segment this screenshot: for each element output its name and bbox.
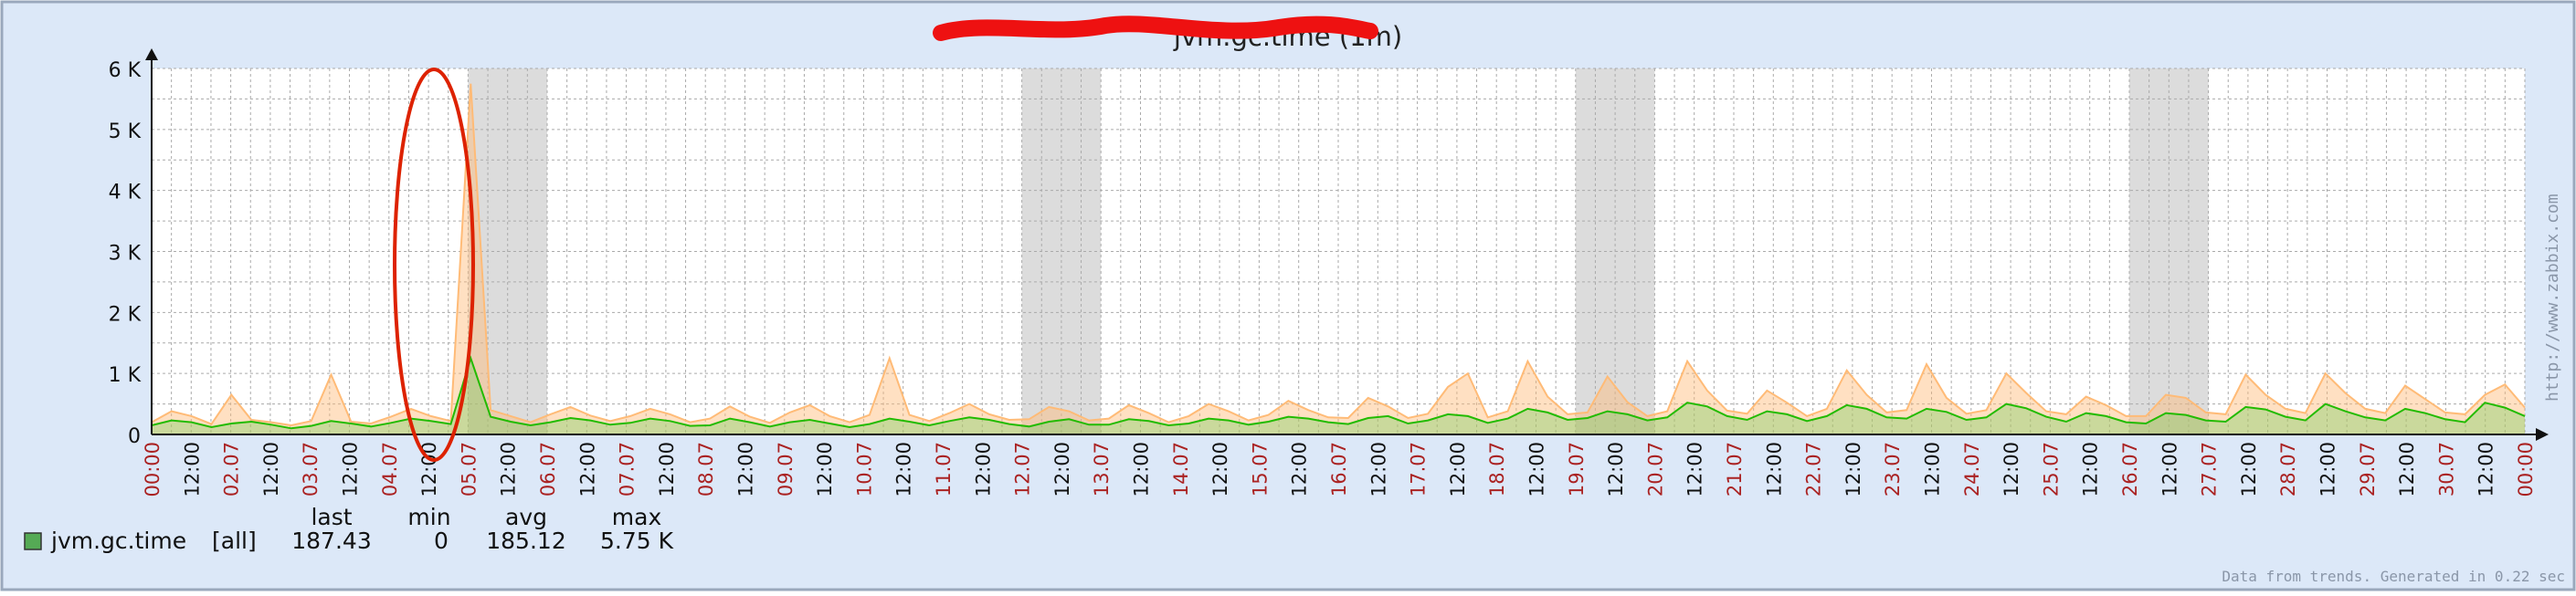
grid [151,68,2526,435]
spike-annotation-ellipse [393,68,475,462]
x-tick-label: 12:00 [1605,442,1627,497]
y-tick-label: 1 K [109,364,142,387]
x-tick-label: 18.07 [1486,442,1508,497]
x-tick-label: 21.07 [1724,442,1746,497]
x-tick-label: 04.07 [379,442,401,497]
x-tick-label: 00:00 [142,442,164,497]
x-tick-label: 12:00 [2238,442,2260,497]
legend-value-max: 5.75 K [600,528,674,554]
x-tick-label: 28.07 [2277,442,2299,497]
x-tick-label: 12:00 [1289,442,1311,497]
legend-header-min: min [407,504,450,530]
x-tick-label: 02.07 [221,442,243,497]
x-tick-label: 11.07 [933,442,955,497]
x-tick-label: 23.07 [1882,442,1904,497]
x-tick-label: 24.07 [1961,442,1983,497]
x-tick-labels: 00:00 12:00 02.07 12:00 03.07 12:00 04.07 12:00… [142,442,2537,497]
series-line-avg [151,355,2526,430]
y-tick-label: 5 K [109,120,142,143]
x-tick-label: 19.07 [1566,442,1588,497]
x-tick-label: 12:00 [1922,442,1944,497]
x-tick-label: 12:00 [814,442,836,497]
legend-header-max: max [612,504,661,530]
x-tick-label: 29.07 [2357,442,2379,497]
axes [145,48,2549,441]
x-tick-label: 12:00 [2001,442,2022,497]
y-tick-label: 3 K [109,243,142,266]
zabbix-watermark: http://www.zabbix.com [2543,193,2562,402]
y-tick-label: 2 K [109,303,142,326]
x-tick-label: 26.07 [2119,442,2141,497]
x-tick-label: 12:00 [893,442,915,497]
series-area-avg [152,358,2525,434]
x-tick-label: 15.07 [1249,442,1271,497]
x-tick-label: 13.07 [1091,442,1113,497]
x-tick-label: 12:00 [1763,442,1785,497]
y-tick-label: 0 [128,425,141,448]
x-tick-label: 12:00 [1842,442,1864,497]
x-tick-label: 14.07 [1170,442,1192,497]
x-tick-label: 05.07 [458,442,480,497]
x-tick-label: 12:00 [2317,442,2339,497]
x-tick-label: 09.07 [775,442,797,497]
x-tick-label: 12:00 [2396,442,2418,497]
x-tick-label: 12:00 [1131,442,1153,497]
legend-scope: [all] [212,528,257,554]
x-tick-label: 10.07 [853,442,875,497]
x-tick-label: 12:00 [1051,442,1073,497]
x-tick-label: 20.07 [1644,442,1666,497]
x-tick-label: 17.07 [1408,442,1430,497]
x-tick-label: 12:00 [498,442,520,497]
y-tick-labels: 0 1 K 2 K 3 K 4 K 5 K 6 K [109,59,142,448]
x-tick-label: 12:00 [576,442,598,497]
x-tick-label: 12:00 [972,442,994,497]
x-tick-label: 12:00 [2080,442,2102,497]
x-tick-label: 12.07 [1012,442,1034,497]
y-tick-label: 6 K [109,59,142,82]
redaction-mark [933,16,1378,41]
x-tick-label: 12:00 [260,442,282,497]
legend-header-avg: avg [505,504,547,530]
x-tick-label: 30.07 [2435,442,2457,497]
legend-series-name: jvm.gc.time [50,528,186,554]
x-tick-label: 12:00 [2476,442,2497,497]
x-tick-label: 25.07 [2040,442,2062,497]
legend-swatch [24,532,42,550]
y-tick-label: 4 K [109,182,142,204]
legend-value-avg: 185.12 [486,528,565,554]
series-line-max [151,83,2526,427]
legend-value-last: 187.43 [291,528,371,554]
x-tick-label: 12:00 [1526,442,1548,497]
x-tick-label: 12:00 [1209,442,1231,497]
legend: jvm.gc.time [all] last min avg max 187.4… [24,504,674,554]
x-tick-label: 06.07 [537,442,559,497]
x-tick-label: 12:00 [1684,442,1706,497]
x-tick-label: 12:00 [1447,442,1469,497]
x-tick-label: 12:00 [181,442,203,497]
x-tick-label: 07.07 [617,442,639,497]
x-tick-label: 08.07 [695,442,717,497]
x-tick-label: 12:00 [340,442,362,497]
x-tick-label: 22.07 [1803,442,1825,497]
x-tick-label: 00:00 [2515,442,2537,497]
x-tick-label: 27.07 [2199,442,2221,497]
x-tick-label: 03.07 [300,442,322,497]
legend-header-last: last [311,504,352,530]
y-axis-arrow [145,48,158,60]
series-lines [151,83,2526,434]
x-tick-label: 12:00 [656,442,678,497]
legend-value-min: 0 [434,528,449,554]
x-tick-label: 12:00 [2159,442,2180,497]
x-tick-label: 12:00 [1367,442,1389,497]
x-tick-label: 12:00 [735,442,757,497]
x-tick-label: 16.07 [1328,442,1350,497]
footer-note: Data from trends. Generated in 0.22 sec [2222,568,2565,585]
x-axis-arrow [2536,428,2549,441]
